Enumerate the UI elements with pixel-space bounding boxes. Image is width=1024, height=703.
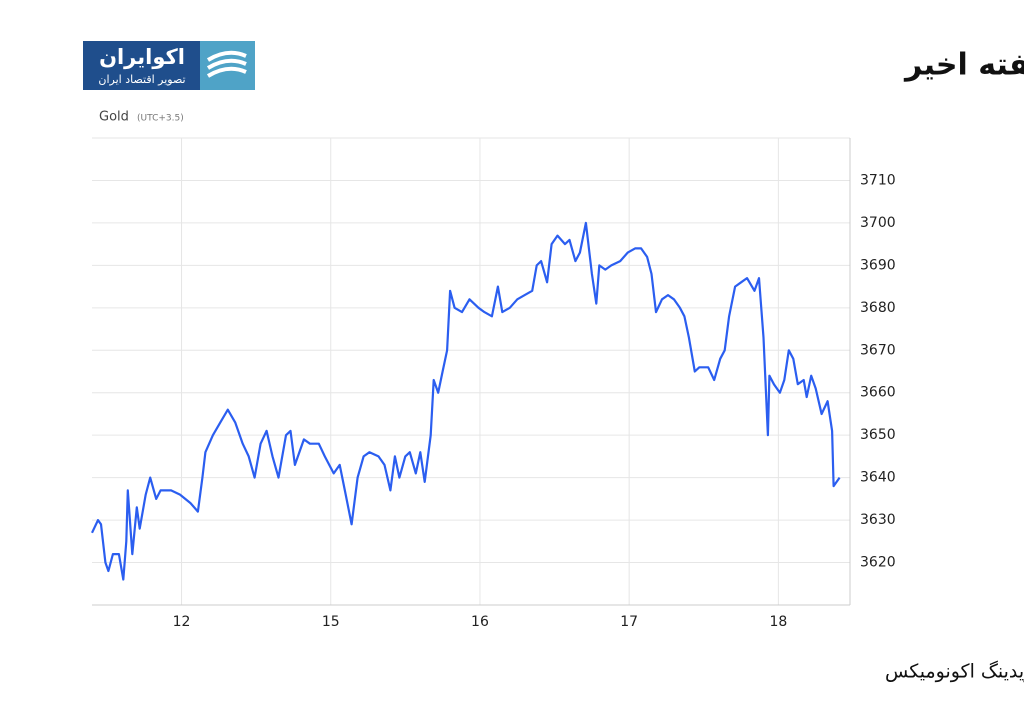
y-tick-label: 3650 <box>860 427 896 443</box>
y-tick-label: 3640 <box>860 470 896 486</box>
logo-icon <box>206 50 247 78</box>
x-tick-label: 18 <box>769 614 787 630</box>
y-tick-label: 3630 <box>860 512 896 528</box>
y-tick-label: 3710 <box>860 172 896 188</box>
y-tick-label: 3700 <box>860 215 896 231</box>
y-tick-label: 3660 <box>860 385 896 401</box>
y-tick-label: 3620 <box>860 555 896 571</box>
y-label: Gold <box>99 110 129 125</box>
price-line <box>91 221 841 581</box>
y-label-note: (UTC+3.5) <box>137 114 184 124</box>
y-tick-label: 3690 <box>860 257 896 273</box>
y-tick-label: 3670 <box>860 342 896 358</box>
y-tick-label: 3680 <box>860 300 896 316</box>
logo-tagline: تصویر اقتصاد ایران <box>98 73 185 86</box>
chart-title: روند طلای جهانی در یک هفته اخیر <box>903 48 1024 83</box>
source: منبع: تریدینگ اکونومیکس <box>885 661 1024 683</box>
x-tick-label: 15 <box>322 614 340 630</box>
x-tick-label: 17 <box>620 614 638 630</box>
logo-name: اکوایران <box>99 45 185 69</box>
x-tick-label: 12 <box>173 614 191 630</box>
logo-mark <box>200 41 255 90</box>
x-tick-label: 16 <box>471 614 489 630</box>
